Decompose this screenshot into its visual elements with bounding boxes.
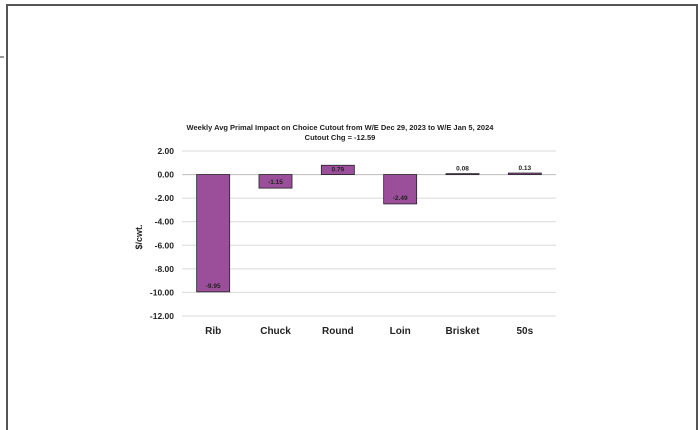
data-label: -1.15	[268, 179, 283, 186]
category-label: 50s	[516, 326, 533, 337]
y-tick-label: -4.00	[155, 217, 175, 227]
category-label: Chuck	[260, 326, 291, 337]
bar	[258, 174, 293, 189]
bar	[445, 173, 480, 176]
y-tick-label: -8.00	[155, 264, 175, 274]
bar	[196, 174, 231, 293]
data-label: 0.79	[332, 166, 345, 173]
y-tick-label: 2.00	[157, 146, 174, 156]
category-label: Loin	[390, 326, 411, 337]
category-label: Rib	[205, 326, 221, 337]
data-label: -2.49	[393, 195, 408, 202]
data-label: 0.13	[519, 165, 532, 172]
y-axis-ticks: 2.00 0.00 -2.00 -4.00 -6.00 -8.00 -10.00 -12.00	[150, 146, 174, 321]
chart-title: Weekly Avg Primal Impact on Choice Cutou…	[187, 123, 495, 132]
y-axis-label: $/cwt.	[134, 224, 144, 249]
data-label: -9.95	[206, 283, 221, 290]
data-labels: -9.95 -1.15 0.79 -2.49 0.08 0.13	[206, 165, 532, 290]
data-label: 0.08	[456, 166, 469, 173]
bars	[196, 164, 542, 293]
x-axis-categories: Rib Chuck Round Loin Brisket 50s	[205, 326, 534, 337]
category-label: Brisket	[446, 326, 481, 337]
y-tick-label: -12.00	[150, 311, 174, 321]
bar	[507, 172, 542, 175]
bar	[383, 174, 418, 205]
y-tick-label: 0.00	[157, 170, 174, 180]
chart-subtitle: Cutout Chg = -12.59	[305, 133, 376, 142]
category-label: Round	[322, 326, 354, 337]
gridlines	[182, 150, 556, 317]
bar	[320, 164, 355, 175]
y-tick-label: -10.00	[150, 287, 174, 297]
y-tick-label: -2.00	[155, 193, 175, 203]
y-tick-label: -6.00	[155, 240, 175, 250]
